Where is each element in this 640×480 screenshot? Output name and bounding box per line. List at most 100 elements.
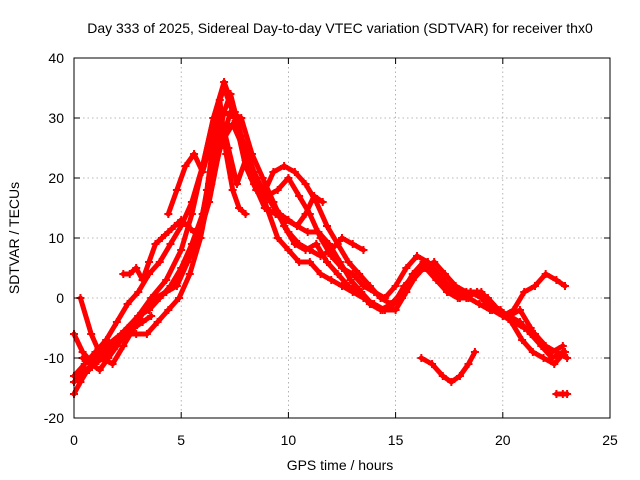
data-point [316,252,325,260]
data-point [355,270,364,278]
data-point [250,168,259,176]
data-point [290,168,299,176]
data-point [305,258,314,266]
data-point [130,324,139,332]
data-point [314,228,323,236]
y-tick-label: 0 [56,290,64,306]
data-point [470,348,479,356]
data-point [166,240,175,248]
data-point [518,336,527,344]
data-point [108,360,117,368]
data-point [125,270,134,278]
y-axis-label: SDTVAR / TECUs [6,182,22,294]
data-point [563,354,572,362]
data-point [273,186,282,194]
data-point [123,300,132,308]
data-point [295,240,304,248]
data-point [563,390,572,398]
data-point [494,306,503,314]
data-point [447,378,456,386]
data-point [284,216,293,224]
data-point [292,222,301,230]
data-series-group [70,78,572,398]
data-point [142,330,151,338]
y-tick-label: 30 [48,110,64,126]
data-point [295,258,304,266]
y-tick-label: 40 [48,50,64,66]
data-point [365,282,374,290]
data-point [196,222,205,230]
data-point [235,204,244,212]
data-point [344,258,353,266]
data-point [181,162,190,170]
data-point [134,288,143,296]
data-point [430,258,439,266]
x-axis-label: GPS time / hours [287,457,394,473]
data-point [305,246,314,254]
data-point [520,288,529,296]
data-point [155,258,164,266]
data-point [190,228,199,236]
data-point [312,240,321,248]
data-point [220,84,229,92]
data-point [145,306,154,314]
data-point [338,234,346,242]
data-point [284,246,293,254]
data-point [269,168,278,176]
data-point [241,156,250,164]
data-point [222,150,231,158]
data-point [440,270,449,278]
data-point [209,138,218,146]
data-point [526,330,535,338]
data-point [485,306,494,314]
data-point [303,228,312,236]
data-point [177,264,186,272]
data-point [408,270,417,278]
data-point [232,180,241,188]
data-point [376,294,385,302]
data-point [202,186,211,194]
data-point [462,294,471,302]
data-point [155,294,164,302]
data-point [80,366,89,374]
data-point [301,210,310,218]
data-point [550,360,559,368]
series-track-10 [417,348,479,386]
data-point [284,228,293,236]
data-point [260,204,269,212]
y-tick-label: -20 [44,410,64,426]
data-point [322,258,331,266]
data-point [95,366,104,374]
data-point [310,192,319,200]
data-point [530,282,539,290]
data-point [172,186,181,194]
data-point [138,276,147,284]
data-point [112,318,121,326]
data-point [164,210,173,218]
x-tick-label: 25 [602,432,618,448]
data-point [132,330,141,338]
data-point [134,312,143,320]
x-tick-label: 15 [388,432,404,448]
data-point [132,264,141,272]
data-point [316,270,325,278]
data-point [301,180,310,188]
data-point [475,300,484,308]
data-point [560,282,569,290]
data-point [104,354,113,362]
data-point [187,198,196,206]
series-track-8 [119,96,250,284]
data-point [391,306,400,314]
data-point [560,348,569,356]
data-point [318,198,327,206]
data-point [387,300,396,308]
data-point [170,222,179,230]
data-point [335,258,344,266]
data-point [473,288,482,296]
series-track-9 [78,312,156,374]
data-point [102,348,111,356]
x-tick-label: 5 [177,432,185,448]
data-point [413,252,422,260]
data-point [355,288,364,296]
